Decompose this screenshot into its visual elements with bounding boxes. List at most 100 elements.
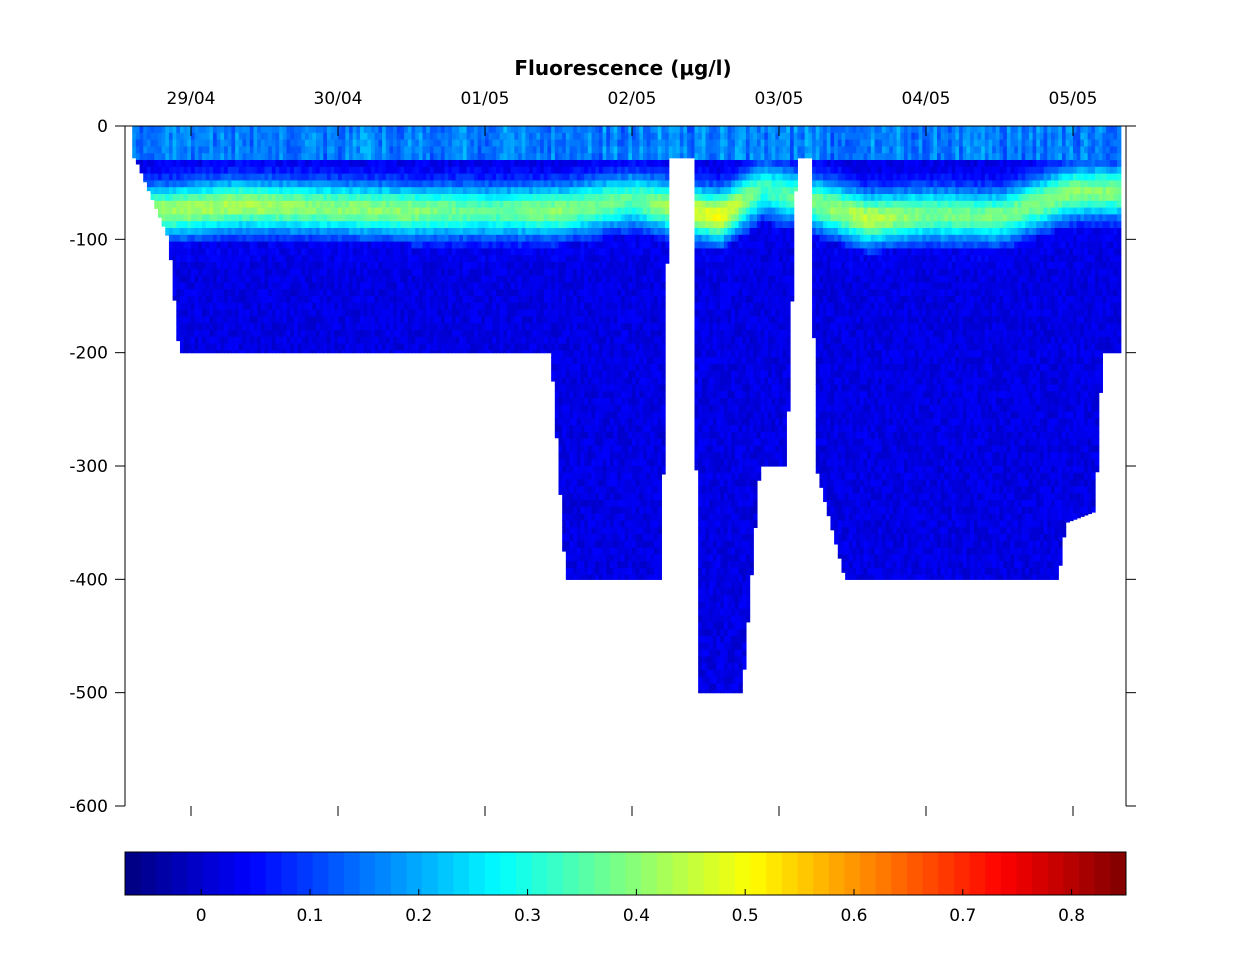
heatmap-cell <box>507 241 512 249</box>
heatmap-cell <box>481 187 486 195</box>
heatmap-cell <box>595 309 600 317</box>
heatmap-cell <box>176 241 181 249</box>
heatmap-cell <box>595 486 600 494</box>
heatmap-cell <box>576 160 582 168</box>
heatmap-cell <box>580 527 585 535</box>
heatmap-cell <box>628 255 633 263</box>
heatmap-cell <box>532 302 538 311</box>
heatmap-cell <box>202 302 207 311</box>
heatmap-cell <box>481 207 486 215</box>
heatmap-cell <box>257 234 262 243</box>
heatmap-cell <box>385 282 391 290</box>
heatmap-cell <box>562 255 567 263</box>
heatmap-cell <box>558 153 563 161</box>
heatmap-cell <box>220 207 225 215</box>
heatmap-cell <box>246 200 251 209</box>
heatmap-cell <box>525 296 530 304</box>
heatmap-cell <box>624 262 629 270</box>
heatmap-cell <box>584 432 589 440</box>
heatmap-cell <box>488 153 493 161</box>
heatmap-cell <box>253 248 258 256</box>
heatmap-cell <box>503 316 508 324</box>
heatmap-cell <box>323 221 328 229</box>
heatmap-cell <box>529 221 534 229</box>
heatmap-cell <box>187 343 192 351</box>
heatmap-cell <box>606 228 611 236</box>
heatmap-cell <box>433 173 438 181</box>
heatmap-cell <box>562 166 567 175</box>
heatmap-cell <box>179 146 185 154</box>
heatmap-cell <box>576 228 582 236</box>
heatmap-cell <box>334 248 339 256</box>
heatmap-cell <box>499 214 504 222</box>
heatmap-cell <box>183 126 188 134</box>
heatmap-cell <box>407 248 413 256</box>
heatmap-cell <box>444 173 449 181</box>
heatmap-cell <box>304 214 310 222</box>
heatmap-cell <box>360 214 365 222</box>
heatmap-cell <box>422 296 427 304</box>
heatmap-cell <box>326 248 332 256</box>
heatmap-cell <box>628 248 633 256</box>
heatmap-cell <box>191 336 196 345</box>
heatmap-cell <box>168 228 174 236</box>
heatmap-cell <box>191 343 196 351</box>
heatmap-cell <box>628 350 633 358</box>
heatmap-cell <box>297 139 302 147</box>
heatmap-cell <box>371 200 376 209</box>
heatmap-cell <box>389 166 394 175</box>
heatmap-cell <box>338 126 343 134</box>
heatmap-cell <box>389 316 394 324</box>
heatmap-cell <box>205 166 210 175</box>
heatmap-cell <box>202 268 207 277</box>
heatmap-cell <box>573 493 578 501</box>
heatmap-cell <box>308 343 313 351</box>
heatmap-cell <box>246 350 251 354</box>
heatmap-cell <box>227 166 233 175</box>
heatmap-cell <box>301 187 306 195</box>
heatmap-cell <box>253 302 258 311</box>
heatmap-cell <box>558 166 563 175</box>
heatmap-cell <box>165 187 170 195</box>
heatmap-cell <box>536 160 541 168</box>
heatmap-cell <box>473 180 479 188</box>
heatmap-cell <box>202 248 207 256</box>
heatmap-cell <box>576 506 582 515</box>
heatmap-cell <box>620 228 626 236</box>
heatmap-cell <box>521 146 527 154</box>
heatmap-cell <box>440 316 446 324</box>
heatmap-cell <box>183 309 188 317</box>
heatmap-cell <box>326 282 332 290</box>
heatmap-cell <box>485 350 490 354</box>
heatmap-cell <box>290 289 295 297</box>
heatmap-cell <box>356 296 361 304</box>
heatmap-cell <box>529 234 534 243</box>
heatmap-cell <box>326 289 332 297</box>
heatmap-cell <box>264 343 269 351</box>
heatmap-cell <box>540 302 545 311</box>
heatmap-cell <box>617 540 622 549</box>
heatmap-cell <box>620 194 626 202</box>
heatmap-cell <box>393 282 398 290</box>
heatmap-cell <box>415 194 420 202</box>
heatmap-cell <box>507 180 512 188</box>
heatmap-cell <box>319 200 324 209</box>
heatmap-cell <box>507 160 512 168</box>
heatmap-cell <box>488 336 493 345</box>
heatmap-cell <box>231 214 236 222</box>
heatmap-cell <box>385 248 391 256</box>
heatmap-cell <box>532 228 538 236</box>
heatmap-cell <box>598 568 604 576</box>
heatmap-cell <box>532 200 538 209</box>
heatmap-cell <box>529 316 534 324</box>
heatmap-cell <box>393 221 398 229</box>
heatmap-cell <box>444 194 449 202</box>
heatmap-cell <box>374 275 380 283</box>
heatmap-cell <box>176 255 181 263</box>
heatmap-cell <box>510 187 515 195</box>
heatmap-cell <box>246 207 251 215</box>
heatmap-cell <box>587 357 593 365</box>
heatmap-cell <box>576 343 582 351</box>
heatmap-cell <box>620 534 626 542</box>
heatmap-cell <box>371 336 376 345</box>
